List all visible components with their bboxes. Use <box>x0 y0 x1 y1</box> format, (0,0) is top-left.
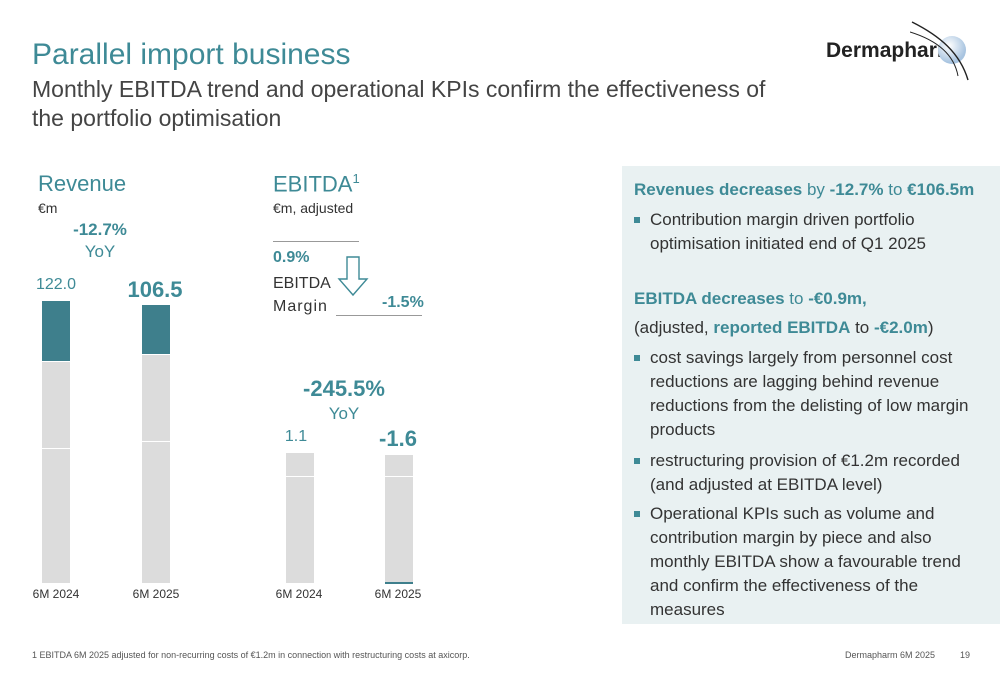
revenue-yoy-value: -12.7% <box>73 220 127 239</box>
ebitda-margin-label-2: Margin <box>273 298 328 315</box>
ebitda-summary-heading: EBITDA decreases to -€0.9m, <box>634 289 867 308</box>
revenue-bar-2025-top <box>142 305 170 354</box>
summary-panel: Revenues decreases by -12.7% to €106.5m … <box>622 166 1000 624</box>
ebitda-bar-2025-top <box>385 455 413 476</box>
revenue-chart-title: Revenue <box>38 171 127 196</box>
ebitda-unit: €m, adjusted <box>273 200 354 216</box>
bullet-item: Contribution margin driven portfolio opt… <box>634 208 984 256</box>
revenue-bar-label-2024: 122.0 <box>35 276 77 293</box>
page-title: Parallel import business <box>32 38 351 71</box>
bullet-item: restructuring provision of €1.2m recorde… <box>634 449 984 497</box>
ebitda-x-label-2024: 6M 2024 <box>275 587 323 601</box>
revenue-bar-2024-top <box>42 301 70 361</box>
revenue-summary-heading: Revenues decreases by -12.7% to €106.5m <box>634 180 975 199</box>
company-logo-text: Dermapharm <box>826 39 956 62</box>
ebitda-x-label-2025: 6M 2025 <box>374 587 422 601</box>
revenue-unit: €m <box>38 200 58 216</box>
reported-ebitda-note: (adjusted, reported EBITDA to -€2.0m) <box>634 318 934 337</box>
ebitda-margin-label-1: EBITDA <box>273 275 331 292</box>
ebitda-yoy-label: YoY <box>328 404 360 423</box>
revenue-x-label-2025: 6M 2025 <box>132 587 180 601</box>
margin-line-2025 <box>336 315 422 316</box>
revenue-bar-label-2025: 106.5 <box>127 277 183 302</box>
ebitda-margin-2025: -1.5% <box>382 294 424 311</box>
arrow-down-icon <box>337 256 369 297</box>
ebitda-bar-label-2025: -1.6 <box>379 426 417 451</box>
page-number: 19 <box>960 650 971 660</box>
footer-source: Dermapharm 6M 2025 <box>845 650 936 660</box>
page-subtitle: Monthly EBITDA trend and operational KPI… <box>32 76 766 131</box>
ebitda-bar-2025-base <box>385 477 413 582</box>
revenue-bar-2025-base <box>142 442 170 583</box>
ebitda-bar-2024-base <box>286 477 314 583</box>
ebitda-margin-2024: 0.9% <box>273 249 310 266</box>
ebitda-yoy-value: -245.5% <box>303 376 385 401</box>
bullet-item: cost savings largely from personnel cost… <box>634 346 984 442</box>
revenue-bar-2024-mid <box>42 362 70 448</box>
ebitda-footnote-marker: 1 <box>352 171 360 186</box>
ebitda-bar-2024-top <box>286 453 314 476</box>
footnote: 1 EBITDA 6M 2025 adjusted for non-recurr… <box>32 650 470 660</box>
revenue-bar-2024-base <box>42 449 70 583</box>
ebitda-bar-2025-negative <box>385 582 413 584</box>
revenue-bar-2025-mid <box>142 355 170 441</box>
revenue-yoy-label: YoY <box>84 242 116 261</box>
company-logo-icon <box>910 21 969 81</box>
ebitda-chart-title: EBITDA1 <box>273 171 360 197</box>
ebitda-bar-label-2024: 1.1 <box>284 428 308 445</box>
revenue-x-label-2024: 6M 2024 <box>32 587 80 601</box>
bullet-item: Operational KPIs such as volume and cont… <box>634 502 984 622</box>
margin-line-2024 <box>273 241 359 242</box>
